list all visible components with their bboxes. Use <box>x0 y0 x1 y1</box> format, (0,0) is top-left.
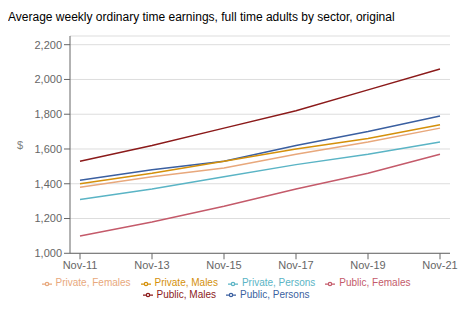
html-text:Public, Females: Public, Females <box>339 277 411 289</box>
html-text:Private, Males: Private, Males <box>154 277 218 289</box>
svg-text:1,400: 1,400 <box>34 178 62 190</box>
html-text:Public, Persons: Public, Persons <box>240 288 310 300</box>
svg-text:Nov-13: Nov-13 <box>134 259 169 271</box>
svg-text:1,600: 1,600 <box>34 143 62 155</box>
html-text:Private, Persons: Private, Persons <box>241 277 316 289</box>
svg-text:Nov-15: Nov-15 <box>206 259 241 271</box>
svg-text:1,800: 1,800 <box>34 108 62 120</box>
svg-text:Nov-19: Nov-19 <box>350 259 385 271</box>
svg-text:Nov-11: Nov-11 <box>63 259 98 271</box>
svg-text:1,200: 1,200 <box>34 212 62 224</box>
svg-text:$: $ <box>17 139 23 151</box>
html-text:Private, Females: Private, Females <box>55 277 131 289</box>
html-text:Public, Males: Public, Males <box>156 288 216 300</box>
html-text:Average weekly ordinary time e: Average weekly ordinary time earnings, f… <box>8 10 395 24</box>
svg-text:Nov-17: Nov-17 <box>278 259 313 271</box>
svg-text:2,200: 2,200 <box>34 39 62 51</box>
svg-text:Nov-21: Nov-21 <box>422 259 457 271</box>
svg-text:2,000: 2,000 <box>34 73 62 85</box>
svg-text:1,000: 1,000 <box>34 247 62 259</box>
